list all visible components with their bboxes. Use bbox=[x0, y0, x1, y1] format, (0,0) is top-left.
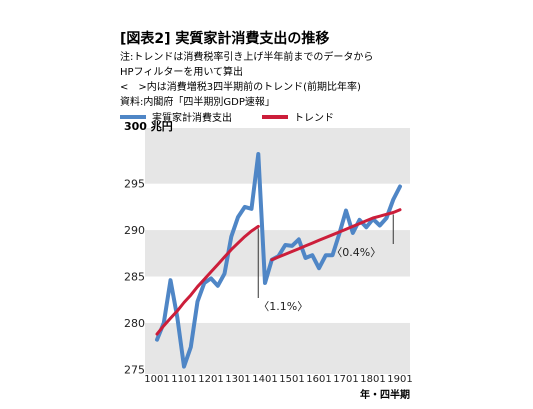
note-line-1: 注:トレンドは消費税率引き上げ半年前までのデータから bbox=[120, 50, 373, 63]
legend-label-trend: トレンド bbox=[294, 113, 334, 124]
x-axis-label: 年・四半期 bbox=[360, 388, 410, 401]
x-tick-label: 1701 bbox=[333, 374, 358, 385]
x-tick-label: 1101 bbox=[171, 374, 196, 385]
x-tick-label: 1901 bbox=[387, 374, 412, 385]
annotation-label: 〈0.4%〉 bbox=[331, 246, 381, 259]
y-tick-label: 275 bbox=[124, 363, 145, 376]
grid-band bbox=[145, 230, 410, 277]
y-axis: 275 280 285 290 295 bbox=[124, 178, 145, 377]
legend-swatch-consumption bbox=[120, 115, 146, 119]
series-layer bbox=[155, 152, 402, 369]
x-tick-label: 1801 bbox=[360, 374, 385, 385]
figure-title: [図表2] 実質家計消費支出の推移 bbox=[120, 30, 329, 47]
source-note: 資料:内閣府「四半期別GDP速報」 bbox=[120, 95, 275, 108]
y-tick-label: 285 bbox=[124, 271, 145, 284]
y-axis-label: 300 兆円 bbox=[124, 119, 173, 133]
annotations: 〈1.1%〉 〈0.4%〉 bbox=[257, 214, 394, 313]
x-tick-label: 1501 bbox=[279, 374, 304, 385]
legend: 実質家計消費支出 トレンド bbox=[120, 111, 334, 124]
x-tick-label: 1001 bbox=[144, 374, 169, 385]
x-axis: 1001 1101 1201 1301 1401 1501 1601 1701 1801 1901 bbox=[144, 374, 412, 385]
series-line-trend bbox=[155, 224, 260, 336]
series-line-trend bbox=[270, 208, 402, 262]
x-tick-label: 1201 bbox=[198, 374, 223, 385]
y-tick-label: 295 bbox=[124, 178, 145, 191]
figure-title-text: 実質家計消費支出の推移 bbox=[175, 30, 329, 47]
x-tick-label: 1301 bbox=[225, 374, 250, 385]
note-line-2: HPフィルターを用いて算出 bbox=[120, 65, 243, 78]
grid-band bbox=[145, 128, 410, 184]
annotation-label: 〈1.1%〉 bbox=[258, 300, 308, 313]
y-tick-label: 280 bbox=[124, 317, 145, 330]
figure-label: [図表2] bbox=[120, 30, 171, 47]
legend-swatch-trend bbox=[262, 115, 288, 119]
x-tick-label: 1601 bbox=[306, 374, 331, 385]
y-tick-label: 290 bbox=[124, 224, 145, 237]
legend-label-consumption: 実質家計消費支出 bbox=[152, 111, 232, 124]
x-tick-label: 1401 bbox=[252, 374, 277, 385]
note-line-3: < >内は消費増税3四半期前のトレンド(前期比年率) bbox=[120, 80, 361, 93]
